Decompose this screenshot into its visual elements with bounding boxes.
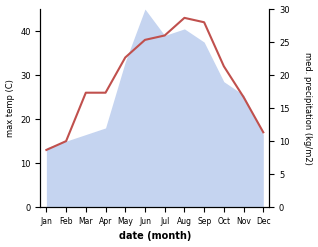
X-axis label: date (month): date (month) [119, 231, 191, 242]
Y-axis label: med. precipitation (kg/m2): med. precipitation (kg/m2) [303, 52, 313, 165]
Y-axis label: max temp (C): max temp (C) [5, 79, 15, 137]
